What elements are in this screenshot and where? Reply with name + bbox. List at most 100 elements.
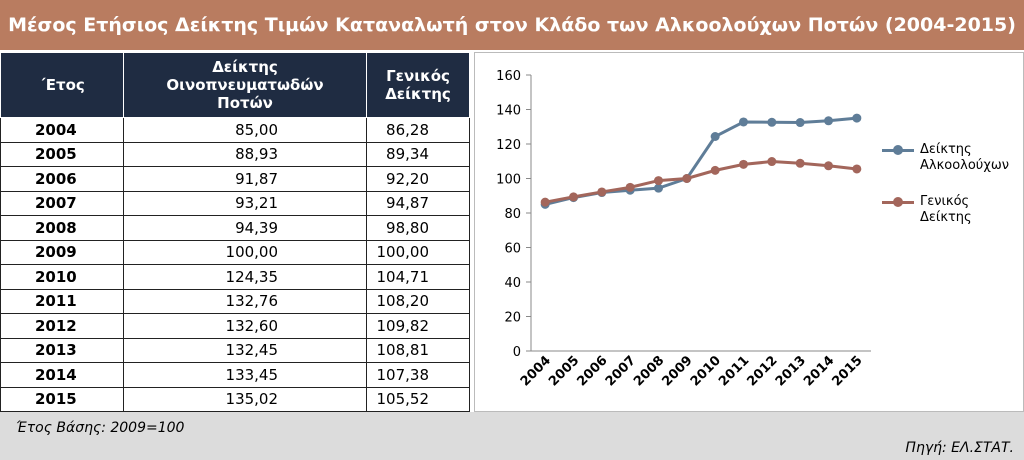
source: Πηγή: ΕΛ.ΣΤΑΤ.	[905, 440, 1014, 456]
data-point	[852, 164, 862, 174]
table-cell: 107,38	[366, 362, 470, 388]
y-tick-label: 20	[504, 311, 521, 326]
table-cell: 2004	[0, 117, 124, 143]
data-point	[597, 187, 607, 197]
header-row: ΄Ετος Δείκτης Οινοπνευματωδών Ποτών Γενικό…	[0, 52, 470, 118]
x-tick-label: 2014	[801, 353, 837, 389]
table-cell: 132,60	[122, 313, 368, 339]
table-row: 2010 124,35 104,71	[0, 264, 470, 290]
x-tick-label: 2004	[518, 353, 554, 389]
table-cell: 2006	[0, 166, 124, 192]
x-tick-label: 2010	[688, 353, 724, 389]
table-cell: 2009	[0, 239, 124, 265]
data-point	[795, 158, 805, 168]
table-cell: 104,71	[366, 264, 470, 290]
table-cell: 2008	[0, 215, 124, 241]
legend-item: Γενικός Δείκτης	[882, 194, 1022, 226]
table-row: 2008 94,39 98,80	[0, 215, 470, 241]
y-tick-label: 100	[496, 173, 521, 188]
table-row: 2012 132,60 109,82	[0, 313, 470, 339]
legend-marker	[893, 145, 903, 155]
table-cell: 98,80	[366, 215, 470, 241]
series-line	[544, 116, 857, 206]
y-tick-label: 120	[496, 138, 521, 153]
column-header: Γενικός Δείκτης	[366, 52, 470, 118]
table-cell: 108,20	[366, 288, 470, 314]
table-cell: 91,87	[122, 166, 368, 192]
table-cell: 124,35	[122, 264, 368, 290]
table-cell: 92,20	[366, 166, 470, 192]
table-row: 2006 91,87 92,20	[0, 166, 470, 192]
y-tick-label: 0	[513, 345, 521, 360]
chart-area: 0 20 40 60 80 100 120 140 160 2004 2005 2006 2007 200…	[474, 52, 1024, 412]
data-point	[569, 192, 578, 202]
column-header: Δείκτης Οινοπνευματωδών Ποτών	[122, 52, 368, 118]
column-header: ΄Ετος	[0, 52, 124, 118]
base-note: Έτος Βάσης: 2009=100	[16, 420, 185, 436]
legend-item: Δείκτης Αλκοολούχων	[882, 142, 1022, 174]
data-table: ΄Ετος Δείκτης Οινοπνευματωδών Ποτών Γενικό…	[0, 52, 470, 412]
table-cell: 94,87	[366, 190, 470, 216]
table-row: 2009 100,00 100,00	[0, 239, 470, 265]
data-point	[710, 131, 720, 141]
table-cell: 2010	[0, 264, 124, 290]
y-tick-label: 60	[504, 242, 521, 257]
footer: Έτος Βάσης: 2009=100 Πηγή: ΕΛ.ΣΤΑΤ.	[0, 412, 1024, 460]
table-row: 2004 85,00 86,28	[0, 117, 470, 143]
table-cell: 132,45	[122, 337, 368, 363]
table-row: 2015 135,02 105,52	[0, 386, 470, 412]
table-row: 2011 132,76 108,20	[0, 288, 470, 314]
chart: 0204060801001201401602004200520062007200…	[496, 69, 871, 389]
table-row: 2014 133,45 107,38	[0, 362, 470, 388]
data-point	[739, 159, 748, 169]
table-cell: 86,28	[366, 117, 470, 143]
data-point	[824, 116, 833, 126]
table-cell: 2014	[0, 362, 124, 388]
table-cell: 105,52	[366, 386, 470, 412]
data-point	[540, 197, 550, 207]
legend-label: Γενικός Δείκτης	[920, 194, 972, 225]
y-tick-label: 160	[496, 69, 521, 84]
x-tick-label: 2013	[773, 353, 809, 389]
data-point	[654, 176, 663, 186]
y-tick-label: 80	[504, 207, 521, 222]
x-tick-label: 2008	[631, 353, 667, 389]
x-tick-label: 2009	[659, 353, 695, 389]
data-point	[739, 117, 748, 127]
title: Μέσος Ετήσιος Δείκτης Τιμών Καταναλωτή σ…	[0, 0, 1024, 50]
x-tick-label: 2015	[829, 353, 865, 389]
x-tick-label: 2006	[574, 353, 610, 389]
table-cell: 2012	[0, 313, 124, 339]
table-cell: 2007	[0, 190, 124, 216]
table-cell: 2005	[0, 141, 124, 167]
table-cell: 93,21	[122, 190, 368, 216]
data-point	[767, 157, 777, 167]
legend-label: Δείκτης Αλκοολούχων	[920, 142, 1009, 173]
data-point	[625, 182, 635, 192]
table-cell: 85,00	[122, 117, 368, 143]
table-cell: 94,39	[122, 215, 368, 241]
data-point	[682, 174, 692, 183]
series-line	[544, 160, 858, 204]
data-point	[767, 117, 777, 127]
data-point	[654, 183, 663, 193]
table-cell: 2015	[0, 386, 124, 412]
y-tick-label: 40	[504, 276, 521, 291]
table-cell: 100,00	[366, 239, 470, 265]
table-cell: 2011	[0, 288, 124, 314]
y-tick-label: 140	[496, 104, 521, 119]
table-cell: 88,93	[122, 141, 368, 167]
data-point	[852, 113, 862, 123]
table-cell: 133,45	[122, 362, 368, 388]
table-cell: 135,02	[122, 386, 368, 412]
table-row: 2007 93,21 94,87	[0, 190, 470, 216]
x-tick-label: 2012	[744, 353, 780, 389]
table-cell: 100,00	[122, 239, 368, 265]
data-point	[795, 118, 805, 128]
x-tick-label: 2007	[603, 353, 639, 389]
table-cell: 132,76	[122, 288, 368, 314]
data-point	[710, 165, 720, 175]
table-row: 2013 132,45 108,81	[0, 337, 470, 363]
legend: Δείκτης Αλκοολούχων Γενικός Δείκτης	[882, 142, 1022, 246]
